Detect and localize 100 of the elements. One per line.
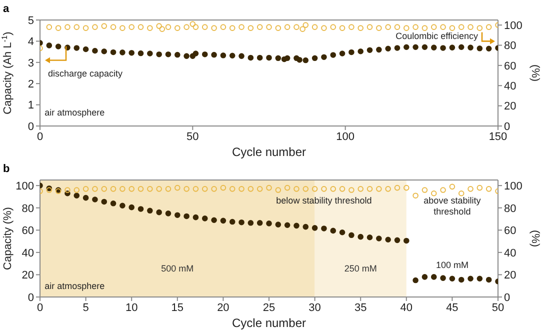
point	[404, 184, 410, 191]
y2-tick-label: 100	[504, 180, 522, 192]
point	[339, 186, 346, 192]
point	[366, 186, 373, 192]
point	[120, 186, 126, 192]
point	[486, 186, 492, 192]
point	[294, 24, 300, 30]
point	[138, 50, 144, 56]
y2-tick-label: 40	[504, 247, 516, 260]
point	[412, 192, 418, 198]
y2-tick-label: 0	[504, 292, 510, 304]
annotation: air atmosphere	[44, 107, 105, 118]
point	[330, 186, 336, 192]
y-tick-label: 5	[28, 14, 34, 27]
point	[302, 186, 309, 192]
point	[468, 44, 474, 50]
point	[256, 54, 263, 61]
x-tick-label: 50	[492, 302, 504, 314]
point	[348, 232, 354, 238]
point	[211, 25, 217, 31]
point	[220, 24, 226, 30]
point	[440, 45, 446, 51]
y-tick-label: 2	[28, 78, 34, 91]
point	[312, 186, 318, 192]
point	[404, 44, 410, 50]
point	[266, 220, 272, 226]
point	[302, 224, 309, 230]
point	[458, 190, 464, 196]
point	[358, 25, 364, 31]
point	[165, 210, 172, 216]
point	[128, 204, 134, 210]
point	[184, 213, 190, 220]
y2-tick-label: 0	[504, 120, 510, 133]
point	[458, 276, 464, 283]
series-label: Coulombic efficiency	[396, 31, 478, 42]
point	[165, 186, 172, 192]
x-tick-label: 0	[36, 302, 44, 314]
point	[266, 24, 272, 30]
point	[468, 186, 474, 192]
y-tick-label: 60	[22, 225, 34, 238]
y-tick-label: 40	[22, 247, 34, 260]
point	[46, 24, 52, 30]
point	[147, 186, 153, 192]
point	[302, 22, 309, 28]
point	[238, 219, 244, 226]
x-tick-label: 50	[186, 130, 199, 143]
annotation: below stability threshold	[276, 195, 372, 206]
point	[101, 186, 108, 192]
point	[82, 46, 89, 52]
point	[248, 220, 254, 226]
point	[110, 200, 116, 206]
point	[192, 214, 199, 220]
point	[330, 228, 336, 234]
point	[92, 48, 98, 54]
point	[486, 46, 492, 52]
point	[238, 24, 244, 30]
point	[385, 236, 391, 243]
point	[110, 49, 116, 56]
point	[449, 25, 456, 31]
point	[275, 25, 282, 31]
point	[190, 21, 196, 27]
point	[120, 25, 126, 31]
point	[220, 184, 226, 191]
x-tick-label: 150	[488, 130, 508, 143]
point	[120, 50, 126, 56]
point	[256, 220, 263, 226]
point	[74, 187, 80, 193]
point	[339, 25, 346, 31]
point	[211, 52, 217, 58]
point	[174, 52, 180, 58]
point	[321, 25, 327, 31]
annotation: above stability threshold	[424, 195, 482, 216]
point	[385, 186, 391, 192]
y-tick-label: 0	[28, 292, 34, 304]
point	[294, 222, 300, 229]
point	[284, 24, 290, 30]
y2-tick-label: 100	[504, 20, 522, 32]
point	[192, 50, 199, 56]
point	[266, 184, 272, 191]
point	[404, 25, 410, 31]
point	[330, 24, 336, 30]
point	[468, 276, 474, 282]
point	[376, 25, 382, 31]
point	[458, 24, 464, 30]
point	[156, 209, 162, 216]
point	[248, 54, 254, 61]
point	[394, 184, 400, 191]
point	[184, 53, 190, 59]
point	[92, 196, 98, 202]
chart-title: a	[3, 3, 10, 15]
point	[192, 186, 199, 192]
x-axis-title: Cycle number	[232, 145, 306, 159]
x-tick-label: 5	[82, 302, 89, 314]
point	[238, 53, 244, 59]
point	[147, 25, 153, 31]
point	[358, 186, 364, 192]
point	[101, 23, 108, 29]
point	[64, 187, 70, 193]
point	[174, 25, 180, 31]
point	[138, 186, 144, 192]
